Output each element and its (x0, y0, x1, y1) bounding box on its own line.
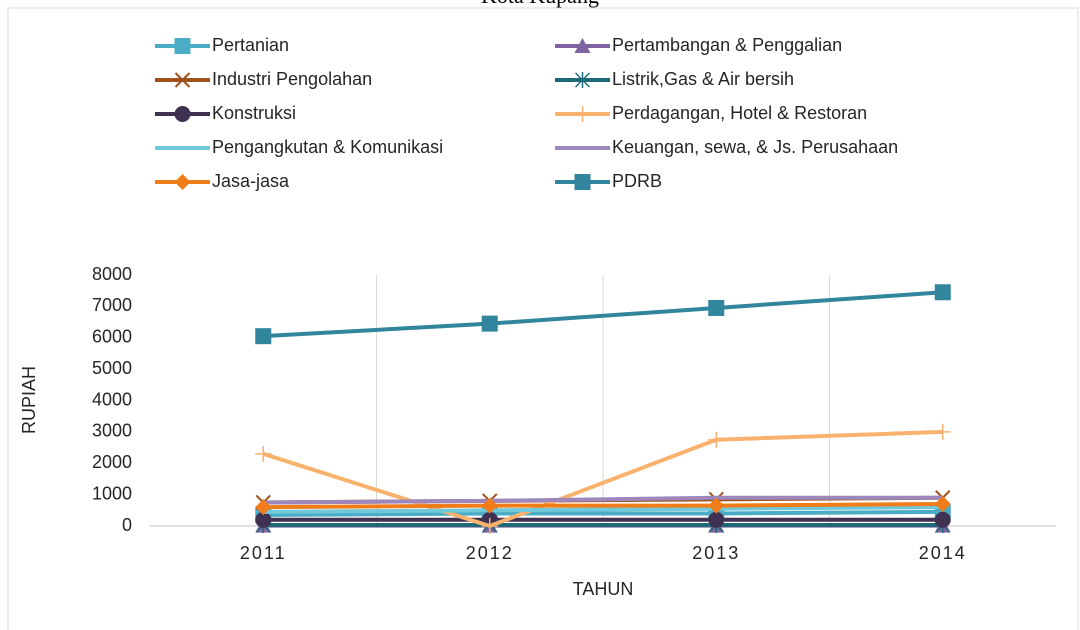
x-tick-label: 2014 (919, 543, 967, 563)
marker (174, 72, 191, 88)
y-axis-label: RUPIAH (19, 366, 39, 434)
legend-label: Pertanian (212, 35, 289, 55)
legend-label: Keuangan, sewa, & Js. Perusahaan (612, 137, 898, 157)
marker (934, 511, 951, 528)
marker (255, 445, 272, 462)
y-tick-label: 6000 (92, 327, 132, 347)
legend-label: Jasa-jasa (212, 171, 290, 191)
marker (481, 497, 498, 514)
marker (934, 496, 951, 513)
y-tick-label: 4000 (92, 389, 132, 409)
marker (174, 106, 191, 122)
x-tick-label: 2011 (240, 543, 287, 563)
marker (574, 72, 591, 88)
chart-title: Kota Kupang (481, 0, 599, 8)
marker (934, 284, 951, 301)
y-tick-label: 0 (122, 515, 132, 535)
y-tick-label: 2000 (92, 452, 132, 472)
x-tick-label: 2012 (466, 543, 514, 563)
marker (255, 328, 272, 345)
y-tick-label: 1000 (92, 483, 132, 503)
marker (708, 299, 725, 316)
x-tick-label: 2013 (692, 543, 740, 563)
marker (574, 106, 591, 122)
chart-frame (7, 7, 1079, 630)
marker (934, 423, 951, 440)
y-tick-label: 8000 (92, 264, 132, 284)
series-line (263, 505, 943, 514)
y-tick-label: 5000 (92, 358, 132, 378)
series-line (263, 509, 943, 518)
y-tick-label: 3000 (92, 421, 132, 441)
marker (708, 511, 725, 528)
legend-label: Perdagangan, Hotel & Restoran (612, 103, 867, 123)
marker (481, 518, 498, 534)
marker (481, 315, 498, 332)
marker (174, 174, 191, 190)
legend-label: Listrik,Gas & Air bersih (612, 69, 794, 89)
marker (574, 174, 591, 190)
legend-label: PDRB (612, 171, 662, 191)
y-tick-label: 7000 (92, 295, 132, 315)
legend-label: Industri Pengolahan (212, 69, 372, 89)
marker (708, 431, 725, 448)
marker (574, 38, 591, 53)
marker (174, 38, 191, 54)
legend-label: Konstruksi (212, 103, 296, 123)
series-line (263, 502, 943, 510)
marker (255, 499, 272, 516)
legend-label: Pertambangan & Penggalian (612, 35, 842, 55)
marker (708, 497, 725, 514)
x-axis-label: TAHUN (573, 579, 634, 599)
series-line (263, 495, 943, 505)
series-line (262, 429, 943, 528)
legend-label: Pengangkutan & Komunikasi (212, 137, 443, 157)
marker (255, 511, 272, 528)
series-line (263, 290, 943, 339)
